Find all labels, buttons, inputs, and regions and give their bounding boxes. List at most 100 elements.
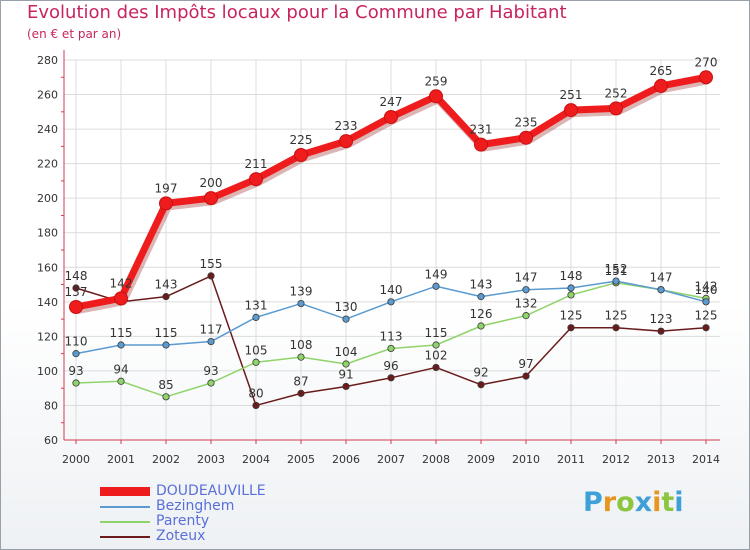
data-point-doudeauville-2014 [699, 70, 713, 85]
data-label-bezinghem-2003: 117 [200, 323, 223, 337]
data-label-parenty-2003: 93 [203, 364, 218, 378]
data-point-bezinghem-2002 [162, 341, 170, 349]
data-point-bezinghem-2009 [477, 293, 485, 301]
data-label-parenty-2010: 132 [515, 297, 538, 311]
data-point-doudeauville-2008 [429, 89, 443, 104]
data-label-bezinghem-2007: 140 [380, 283, 403, 297]
y-tick-label-180: 180 [37, 227, 58, 240]
data-point-doudeauville-2011 [564, 103, 578, 118]
data-point-zoteux-2008 [432, 363, 440, 372]
data-point-bezinghem-2005 [297, 299, 305, 308]
data-label-zoteux-2014: 125 [695, 309, 718, 323]
data-point-parenty-2006 [342, 360, 350, 368]
data-point-bezinghem-2013 [657, 286, 665, 294]
logo-letter: i [652, 487, 662, 518]
logo-letter: x [634, 487, 653, 518]
data-point-zoteux-2013 [657, 327, 665, 335]
data-point-parenty-2007 [387, 344, 395, 353]
data-label-doudeauville-2002: 197 [155, 181, 178, 195]
x-tick-label-2009: 2009 [467, 453, 495, 466]
data-point-doudeauville-2001 [114, 291, 128, 306]
data-label-parenty-2009: 126 [470, 307, 493, 321]
data-point-doudeauville-2007 [384, 110, 398, 124]
data-label-doudeauville-2011: 251 [560, 88, 583, 102]
data-point-zoteux-2007 [387, 374, 395, 382]
data-point-zoteux-2011 [567, 324, 575, 332]
y-tick-label-120: 120 [37, 330, 58, 343]
data-label-parenty-2005: 108 [290, 338, 313, 352]
legend-swatch-parenty [100, 521, 150, 523]
data-label-zoteux-2013: 123 [650, 312, 673, 326]
data-label-doudeauville-2006: 233 [335, 119, 358, 133]
data-label-bezinghem-2012: 152 [605, 262, 628, 276]
data-point-zoteux-2010 [522, 372, 530, 380]
data-label-bezinghem-2005: 139 [290, 285, 313, 299]
data-point-bezinghem-2011 [567, 284, 575, 292]
data-point-bezinghem-2006 [342, 315, 350, 323]
data-point-doudeauville-2002 [159, 196, 173, 211]
data-point-doudeauville-2003 [204, 191, 218, 206]
data-label-parenty-2006: 104 [335, 345, 358, 359]
axis-layer: 60 80 100 120 140 160 180 200 220 240 260 280 2000 20… [37, 50, 720, 466]
data-label-bezinghem-2009: 143 [470, 278, 493, 292]
data-label-doudeauville-2007: 247 [380, 95, 403, 109]
x-tick-label-2002: 2002 [152, 453, 180, 466]
data-point-bezinghem-2008 [432, 282, 440, 290]
data-point-bezinghem-2004 [252, 313, 260, 321]
y-tick-label-80: 80 [44, 399, 58, 412]
chart-subtitle: (en € et par an) [27, 27, 122, 41]
data-point-parenty-2003 [207, 379, 215, 387]
data-label-zoteux-2009: 92 [473, 366, 488, 380]
data-label-doudeauville-2012: 252 [605, 86, 628, 100]
logo-letter: P [583, 487, 603, 518]
x-tick-label-2005: 2005 [287, 453, 315, 466]
legend-label-doudeauville: DOUDEAUVILLE [156, 483, 266, 499]
data-point-doudeauville-2006 [339, 134, 353, 149]
data-point-bezinghem-2000 [72, 350, 80, 358]
data-label-zoteux-2000: 148 [65, 269, 88, 283]
data-point-zoteux-2014 [702, 324, 710, 332]
data-label-zoteux-2012: 125 [605, 309, 628, 323]
data-label-doudeauville-2000: 137 [65, 285, 88, 299]
data-label-doudeauville-2009: 231 [470, 123, 493, 137]
data-point-zoteux-2006 [342, 382, 350, 391]
data-label-doudeauville-2001: 142 [110, 276, 133, 290]
data-label-bezinghem-2014: 140 [695, 283, 718, 297]
data-label-bezinghem-2002: 115 [155, 326, 178, 340]
legend-item-zoteux: Zoteux [100, 528, 340, 546]
data-label-parenty-2008: 115 [425, 326, 448, 340]
data-point-zoteux-2003 [207, 272, 215, 280]
series-layer [69, 70, 713, 410]
legend-item-bezinghem: Bezinghem [100, 498, 340, 516]
y-tick-label-260: 260 [37, 89, 58, 102]
data-label-bezinghem-2008: 149 [425, 267, 448, 281]
data-point-parenty-2002 [162, 393, 170, 401]
data-label-doudeauville-2004: 211 [245, 157, 268, 171]
x-tick-label-2001: 2001 [107, 453, 135, 466]
data-label-bezinghem-2006: 130 [335, 300, 358, 314]
x-tick-label-2014: 2014 [692, 453, 720, 466]
data-label-parenty-2001: 94 [113, 362, 128, 376]
data-point-doudeauville-2013 [654, 78, 668, 93]
y-tick-label-220: 220 [37, 158, 58, 171]
chart-title: Evolution des Impôts locaux pour la Comm… [27, 2, 567, 23]
data-label-parenty-2007: 113 [380, 329, 403, 343]
x-tick-label-2008: 2008 [422, 453, 450, 466]
data-point-zoteux-2004 [252, 401, 260, 410]
logo-letter: r [602, 487, 617, 518]
data-label-doudeauville-2003: 200 [200, 176, 223, 190]
logo-letter: i [674, 487, 684, 518]
x-tick-label-2006: 2006 [332, 453, 360, 466]
x-tick-label-2011: 2011 [557, 453, 585, 466]
data-label-parenty-2002: 85 [158, 378, 173, 392]
data-label-bezinghem-2011: 148 [560, 269, 583, 283]
data-point-zoteux-2000 [72, 284, 80, 292]
data-point-parenty-2000 [72, 379, 80, 387]
legend-swatch-doudeauville [100, 487, 150, 496]
data-label-bezinghem-2013: 147 [650, 271, 673, 285]
data-point-doudeauville-2012 [609, 101, 623, 116]
data-label-zoteux-2010: 97 [518, 357, 533, 371]
data-label-bezinghem-2000: 110 [65, 335, 88, 349]
data-point-bezinghem-2010 [522, 286, 530, 294]
